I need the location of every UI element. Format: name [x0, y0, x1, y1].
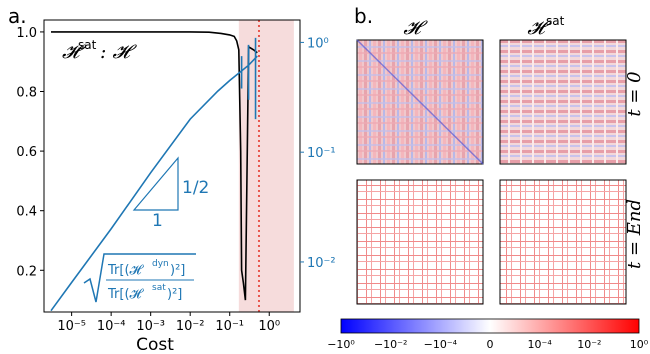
y-right-ticks: 10⁻² 10⁻¹ 10⁰: [300, 36, 336, 271]
x-axis-title: Cost: [136, 335, 174, 354]
error-bars: [240, 37, 257, 120]
svg-text:𝓗: 𝓗: [403, 17, 428, 39]
sqrt-ratio-formula: Tr[(𝓗 dyn )²] Tr[(𝓗 sat )²]: [83, 253, 196, 303]
colorbar-tick-label: −10⁻⁴: [424, 338, 458, 351]
ratio-num-end: )²]: [170, 263, 185, 278]
annotation-ratio-label: 𝓗 sat : 𝓗: [62, 38, 137, 63]
panel-a-label: a.: [8, 4, 27, 28]
y-left-tick-label: 0.6: [16, 145, 37, 160]
y-right-tick-label: 10⁰: [307, 36, 329, 51]
colorbar-tick-label: 10⁻²: [577, 338, 601, 351]
colorbar-tick-label: −10⁻²: [374, 338, 407, 351]
colorbar-tick-label: 10⁻⁴: [528, 338, 553, 351]
slope-base-label: 1: [152, 211, 163, 231]
col-title-2: 𝓗 sat: [527, 14, 564, 39]
colorbar: [340, 318, 640, 334]
heatmap-H-end: [356, 179, 484, 305]
col-title-1: 𝓗: [403, 17, 428, 39]
slope-label: 1/2: [182, 178, 209, 198]
colorbar-ticks: −10⁰ −10⁻² −10⁻⁴ 0 10⁻⁴ 10⁻² 10⁰: [327, 338, 649, 351]
row-label-t0: t = 0: [624, 71, 645, 116]
row-label-end: t = End: [624, 199, 645, 269]
slope-triangle: 1/2 1: [132, 156, 209, 231]
colorbar-tick-label: 0: [487, 338, 494, 351]
panel-b-label: b.: [354, 4, 373, 28]
x-tick-label: 10⁻¹: [215, 319, 244, 334]
y-left-tick-label: 1.0: [16, 26, 37, 41]
heatmap-Hsat-t0: [499, 39, 627, 165]
ratio-den-end: )²]: [167, 287, 182, 302]
x-tick-label: 10⁰: [258, 319, 280, 334]
colorbar-tick-label: −10⁰: [327, 338, 355, 351]
panel-a-plot: 10⁻⁵ 10⁻⁴ 10⁻³ 10⁻² 10⁻¹ 10⁰ 0.20.40.60.81.0 …: [16, 19, 336, 334]
x-tick-label: 10⁻⁵: [57, 319, 86, 334]
series-line-black: [51, 31, 258, 301]
ratio-den-sup: sat: [152, 283, 166, 293]
y-left-ticks: 0.2 0.4 0.6 0.8 1.0: [16, 26, 44, 279]
ratio-num: Tr[(𝓗: [107, 263, 145, 278]
heatmap-Hsat-end: [499, 179, 627, 305]
x-tick-label: 10⁻⁴: [97, 319, 126, 334]
y-right-tick-label: 10⁻²: [307, 256, 336, 271]
annot-sup: sat: [78, 38, 97, 52]
y-right-tick-label: 10⁻¹: [307, 146, 336, 161]
plot-frame: [43, 19, 301, 313]
heatmap-diagonal: [356, 39, 484, 165]
x-tick-label: 10⁻³: [136, 319, 165, 334]
x-tick-label: 10⁻²: [176, 319, 205, 334]
svg-text:sat: sat: [546, 14, 565, 28]
colorbar-tick-label: 10⁰: [630, 338, 649, 351]
y-left-tick-label: 0.8: [16, 86, 37, 101]
series-line-blue: [50, 55, 258, 312]
annot-rest: : 𝓗: [100, 41, 137, 63]
x-ticks: 10⁻⁵ 10⁻⁴ 10⁻³ 10⁻² 10⁻¹ 10⁰: [57, 312, 280, 334]
ratio-num-sup: dyn: [152, 259, 169, 269]
y-left-tick-label: 0.4: [16, 205, 37, 220]
y-left-tick-label: 0.2: [16, 264, 37, 279]
ratio-den: Tr[(𝓗: [107, 287, 145, 302]
